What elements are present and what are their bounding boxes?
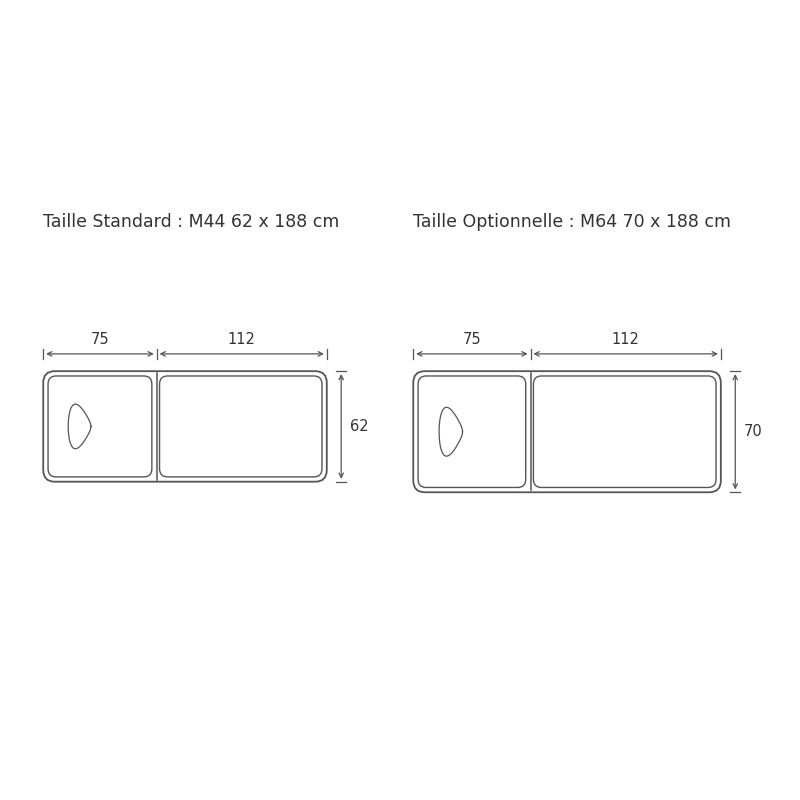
- Text: 112: 112: [612, 332, 640, 347]
- FancyBboxPatch shape: [43, 371, 326, 482]
- Text: 75: 75: [462, 332, 482, 347]
- Text: 62: 62: [350, 419, 369, 434]
- Text: 112: 112: [228, 332, 256, 347]
- FancyBboxPatch shape: [414, 371, 721, 492]
- Text: Taille Optionnelle : M64 70 x 188 cm: Taille Optionnelle : M64 70 x 188 cm: [414, 213, 731, 231]
- Text: 70: 70: [744, 424, 762, 439]
- Text: 75: 75: [90, 332, 110, 347]
- Text: Taille Standard : M44 62 x 188 cm: Taille Standard : M44 62 x 188 cm: [43, 213, 340, 231]
